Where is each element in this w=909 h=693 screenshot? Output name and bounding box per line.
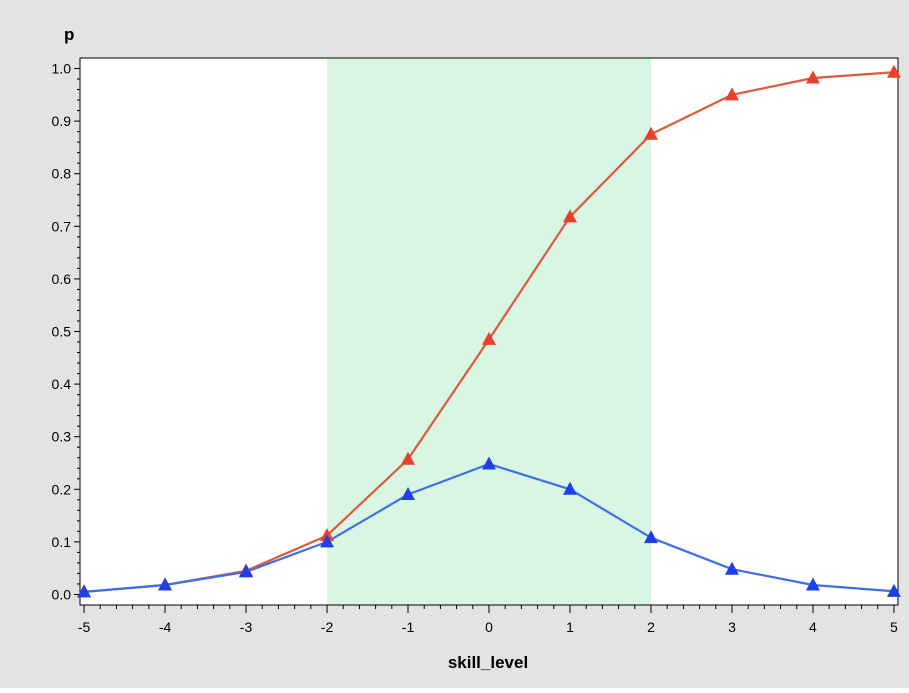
y-tick-label: 1.0 (52, 61, 72, 77)
x-tick-label: 1 (566, 619, 574, 635)
x-tick-label: 4 (809, 619, 817, 635)
x-tick-label: -5 (78, 619, 91, 635)
x-tick-label: 5 (890, 619, 898, 635)
series-1-point (482, 331, 496, 345)
y-tick-label: 0.3 (52, 429, 72, 445)
series-2-point (482, 456, 496, 470)
series-2-point (805, 577, 820, 591)
x-tick-label: 0 (485, 619, 493, 635)
series-2-point (401, 487, 416, 501)
y-tick-label: 0.8 (52, 166, 72, 182)
series-1-point (401, 451, 416, 465)
series-1-point (886, 64, 901, 78)
x-axis-label: skill_level (448, 653, 528, 672)
series-1-point (805, 70, 820, 84)
y-tick-label: 0.9 (52, 113, 72, 129)
series-2-point (643, 530, 658, 544)
y-tick-label: 0.4 (52, 376, 72, 392)
y-tick-label: 0.6 (52, 271, 72, 287)
series-2-point (239, 564, 254, 578)
x-tick-label: 3 (728, 619, 736, 635)
x-tick-label: -4 (159, 619, 172, 635)
x-tick-label: 2 (647, 619, 655, 635)
series-1-point (643, 126, 658, 140)
shaded-band (327, 58, 651, 605)
x-tick-label: -2 (321, 619, 334, 635)
series-1-point (562, 209, 577, 223)
series-2-point (77, 584, 92, 598)
y-tick-label: 0.2 (52, 481, 72, 497)
series-2-point (562, 481, 577, 495)
y-tick-label: 0.5 (52, 324, 72, 340)
y-tick-label: 0.0 (52, 586, 72, 602)
series-2-point (886, 583, 901, 597)
series-2-point (158, 577, 173, 591)
x-tick-label: -1 (402, 619, 415, 635)
series-1-point (724, 87, 739, 101)
y-axis-label: p (64, 25, 74, 44)
y-tick-label: 0.1 (52, 534, 72, 550)
series-2-point (320, 534, 335, 548)
series-2-point (724, 561, 739, 575)
y-tick-label: 0.7 (52, 218, 72, 234)
x-tick-label: -3 (240, 619, 253, 635)
